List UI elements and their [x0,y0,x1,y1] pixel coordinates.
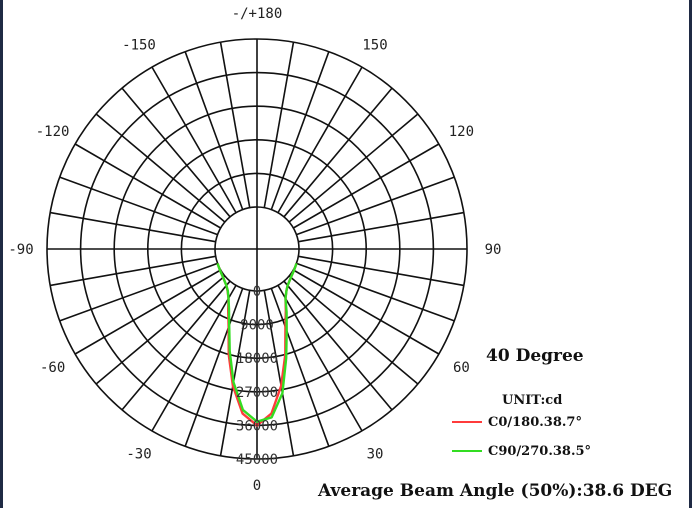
grid-spoke [221,42,250,207]
legend-swatch-c90 [452,450,482,452]
angle-label: 120 [449,124,474,140]
angle-label: 60 [453,360,470,376]
average-beam-angle: Average Beam Angle (50%):38.6 DEG [318,481,672,501]
ring-label: 45000 [236,452,278,468]
grid-spoke [60,263,218,320]
grid-spoke [264,42,293,207]
grid-spoke [271,52,328,210]
legend-item-c90: C90/270.38.5° [452,442,591,460]
angle-label: 0 [253,478,261,494]
angle-label: 30 [367,446,384,462]
grid-spoke [298,256,463,285]
grid-spoke [271,288,328,446]
ring-label: 18000 [236,351,278,367]
legend-label-c90: C90/270.38.5° [488,444,591,459]
grid-spoke [296,263,454,320]
angle-label: -/+180 [232,6,283,22]
grid-spoke [296,177,454,234]
angle-label: -30 [126,446,151,462]
unit-label: UNIT:cd [502,393,562,408]
angle-label: -60 [40,360,65,376]
angle-label: -120 [36,124,70,140]
ring-label: 0 [253,284,261,300]
grid-spoke [185,288,242,446]
angle-label: 150 [362,38,387,54]
grid-spoke [185,52,242,210]
grid-spoke [50,213,215,242]
legend-label-c0: C0/180.38.7° [488,415,582,430]
ring-label: 36000 [236,418,278,434]
angle-label: 90 [485,242,502,258]
legend-swatch-c0 [452,421,482,423]
legend-item-c0: C0/180.38.7° [452,413,582,431]
grid-spoke [298,213,463,242]
ring-label: 9000 [240,318,274,334]
grid-spoke [60,177,218,234]
ring-label: 27000 [236,385,278,401]
angle-label: -90 [8,242,33,258]
angle-label: -150 [122,38,156,54]
chart-title: 40 Degree [486,346,584,366]
grid-spoke [50,256,215,285]
